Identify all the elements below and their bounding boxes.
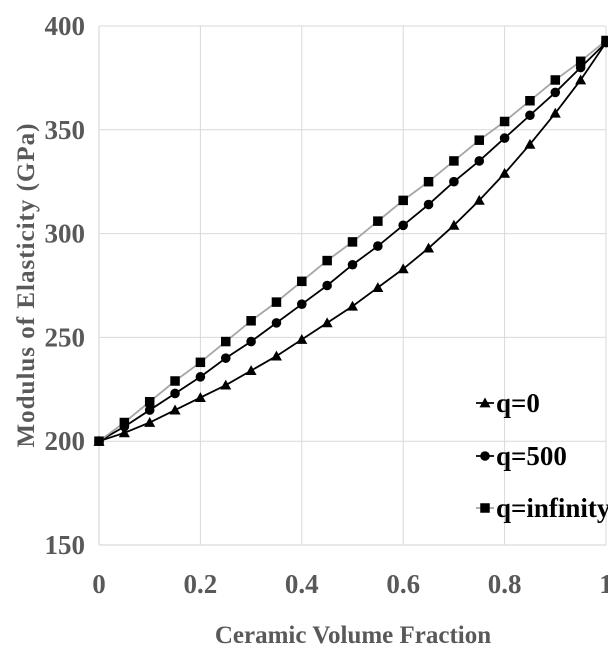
data-point [373,241,383,251]
data-point [169,404,181,415]
data-point [194,392,206,403]
axes [98,26,606,546]
data-point [398,195,408,206]
data-point [195,372,206,382]
data-point [170,376,180,386]
series-1 [93,37,608,446]
data-point [474,135,484,145]
data-point [499,133,510,143]
data-point [245,365,257,376]
data-point [524,138,536,149]
data-point [550,87,561,98]
data-point [448,219,460,230]
legend-label: q=infinity [496,493,608,523]
legend-entry: q=infinity [476,493,608,523]
data-point [322,255,332,266]
data-point [246,316,256,326]
data-point [144,397,155,407]
data-point [271,318,282,328]
data-point [575,56,586,67]
legend-marker [479,397,491,408]
legend-entry: q=500 [476,441,567,471]
data-point [119,417,130,428]
data-point [398,220,409,231]
data-point [550,75,561,85]
legend-marker [480,503,490,513]
data-point [270,350,282,361]
data-point [220,353,231,363]
y-axis-title: Modulus of Elasticity (GPa) [13,123,40,448]
y-tick-label: 400 [45,11,86,41]
data-point [525,95,535,106]
x-tick-label: 0.6 [386,569,420,599]
series-layer [93,35,608,447]
x-tick-label: 0.2 [184,569,218,599]
tick-labels: 150 200 250 300 350 400 0 0.2 0.4 0.6 0.8 1 [45,11,608,599]
data-point [297,276,307,287]
data-point [575,74,587,85]
data-point [94,436,104,446]
data-point [423,176,434,187]
legend-label: q=0 [496,388,540,418]
data-point [347,237,358,247]
data-point [246,336,256,347]
data-point [372,282,384,292]
data-point [221,336,231,347]
data-point [144,417,156,427]
data-point [170,388,180,399]
x-tick-label: 0.4 [285,569,319,599]
data-point [118,427,130,438]
x-axis-title: Ceramic Volume Fraction [215,622,491,649]
y-tick-label: 300 [45,219,86,249]
y-tick-label: 200 [45,426,86,456]
data-point [449,176,459,187]
legend-entry: q=0 [476,388,540,418]
x-tick-label: 0 [92,569,106,599]
data-point [397,263,409,274]
data-point [271,297,282,307]
series-3 [94,35,608,446]
y-tick-label: 150 [45,530,86,560]
data-point [297,299,307,309]
data-point [449,156,459,166]
data-point [423,242,435,253]
data-point [195,357,206,368]
data-point [525,110,535,121]
data-point [296,333,308,344]
data-point [220,379,232,390]
legend-marker [480,451,490,461]
data-point [423,199,434,210]
x-tick-label: 0.8 [488,569,522,599]
y-tick-label: 250 [45,322,86,352]
data-point [373,216,383,226]
data-point [474,156,485,166]
data-point [322,280,332,291]
data-point [144,405,155,415]
data-point [321,317,333,328]
legend-label: q=500 [496,441,567,471]
x-tick-label: 1 [599,569,608,599]
y-tick-label: 350 [45,115,86,145]
data-point [347,300,358,311]
data-point [499,167,511,178]
data-point [473,194,485,205]
data-point [549,107,561,118]
legend: q=0 q=500 q=infinity [476,388,608,523]
data-point [601,35,608,46]
data-point [499,116,510,127]
data-point [347,259,358,270]
